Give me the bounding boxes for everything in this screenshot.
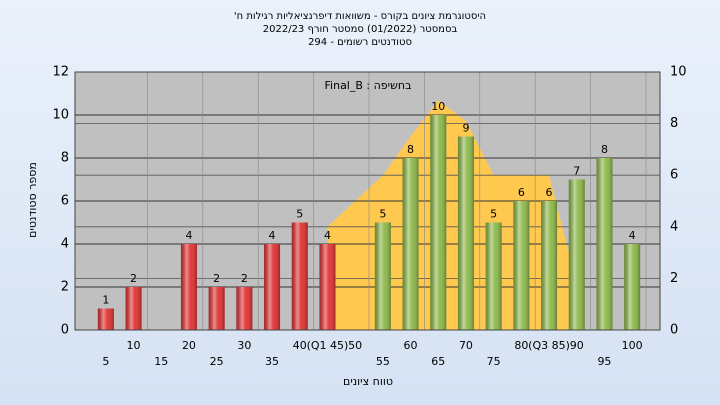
x-tick-label: 15 (154, 355, 168, 368)
title-line: היסטוגרמת ציונים בקורס - משוואות דיפרנצי… (234, 11, 486, 22)
y-tick-label: 0 (61, 323, 69, 338)
value-label: 4 (629, 229, 636, 242)
y-tick-label: 6 (61, 194, 69, 209)
annotation: Final_B : בחשיפה (325, 79, 412, 92)
bar-shine (374, 222, 391, 330)
x-axis-label: טווח ציונים (343, 375, 393, 388)
value-label: 4 (269, 229, 276, 242)
x-tick-label: 50 (348, 339, 362, 352)
value-label: 1 (102, 294, 109, 307)
bar-shine (125, 287, 142, 330)
y2-tick-label: 4 (670, 219, 678, 234)
bar-shine (485, 222, 502, 330)
y2-tick-label: 0 (670, 323, 678, 338)
bar-shine (319, 244, 336, 330)
y2-tick-label: 2 (670, 271, 678, 286)
value-label: 4 (324, 229, 331, 242)
value-label: 8 (601, 143, 608, 156)
value-label: 6 (546, 186, 553, 199)
title-line: בסמסטר (01/2022) סמסטר חורף 2022/23 (263, 24, 458, 35)
x-tick-label: 75 (487, 355, 501, 368)
y-tick-label: 8 (61, 151, 69, 166)
x-tick-label: 90 (570, 339, 584, 352)
value-label: 8 (407, 143, 414, 156)
x-tick-label: 100 (622, 339, 643, 352)
x-tick-label: 80 (514, 339, 528, 352)
bar-shine (513, 201, 530, 330)
y-tick-label: 12 (52, 65, 69, 80)
value-label: 6 (518, 186, 525, 199)
value-label: 2 (213, 272, 220, 285)
x-tick-label: (Q3 85) (528, 339, 570, 352)
y2-tick-label: 8 (670, 116, 678, 131)
y-axis-label: מספר סטודנטים (26, 162, 39, 238)
bar-shine (568, 179, 585, 330)
y2-tick-label: 6 (670, 168, 678, 183)
value-label: 5 (490, 208, 497, 221)
x-tick-label: 60 (404, 339, 418, 352)
value-label: 5 (296, 208, 303, 221)
x-tick-label: 55 (376, 355, 390, 368)
title-line: סטודנטים רשומים - 294 (308, 37, 412, 48)
bar-shine (236, 287, 253, 330)
value-label: 9 (462, 122, 469, 135)
y-tick-label: 4 (61, 237, 69, 252)
x-tick-label: 20 (182, 339, 196, 352)
bar-shine (402, 158, 419, 330)
x-tick-label: 65 (431, 355, 445, 368)
bar-shine (541, 201, 558, 330)
y-tick-label: 2 (61, 280, 69, 295)
bar-shine (596, 158, 613, 330)
bar-shine (264, 244, 281, 330)
value-label: 10 (431, 100, 445, 113)
x-tick-label: 25 (210, 355, 224, 368)
x-tick-label: 95 (597, 355, 611, 368)
x-tick-label: 70 (459, 339, 473, 352)
y2-tick-label: 10 (670, 65, 687, 80)
x-tick-label: 35 (265, 355, 279, 368)
bar-shine (180, 244, 197, 330)
bar-shine (624, 244, 641, 330)
value-label: 7 (573, 165, 580, 178)
bar-shine (457, 136, 474, 330)
bar-shine (430, 115, 447, 330)
x-tick-label: 30 (237, 339, 251, 352)
value-label: 2 (130, 272, 137, 285)
plot-frame (74, 71, 661, 331)
bar-shine (208, 287, 225, 330)
bar-shine (291, 222, 308, 330)
x-tick-label: 10 (127, 339, 141, 352)
value-label: 5 (379, 208, 386, 221)
x-tick-label: 40 (293, 339, 307, 352)
x-tick-label: (Q1 45) (307, 339, 349, 352)
y-tick-label: 10 (52, 108, 69, 123)
value-label: 4 (185, 229, 192, 242)
x-tick-label: 5 (102, 355, 109, 368)
value-label: 2 (241, 272, 248, 285)
bar-shine (97, 308, 114, 330)
